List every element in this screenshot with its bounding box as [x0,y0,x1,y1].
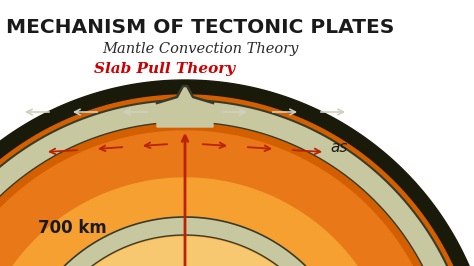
Text: Slab Pull Theory: Slab Pull Theory [94,62,236,76]
Text: MECHANISM OF TECTONIC PLATES: MECHANISM OF TECTONIC PLATES [6,18,394,37]
Polygon shape [0,178,394,266]
Polygon shape [34,237,336,266]
Polygon shape [157,86,213,127]
Polygon shape [0,131,441,266]
Polygon shape [14,217,356,266]
Polygon shape [0,100,472,266]
Text: 700 km: 700 km [38,219,107,237]
Text: as: as [330,140,347,156]
Polygon shape [0,80,474,266]
Polygon shape [0,95,474,266]
Text: Mantle Convection Theory: Mantle Convection Theory [102,42,298,56]
